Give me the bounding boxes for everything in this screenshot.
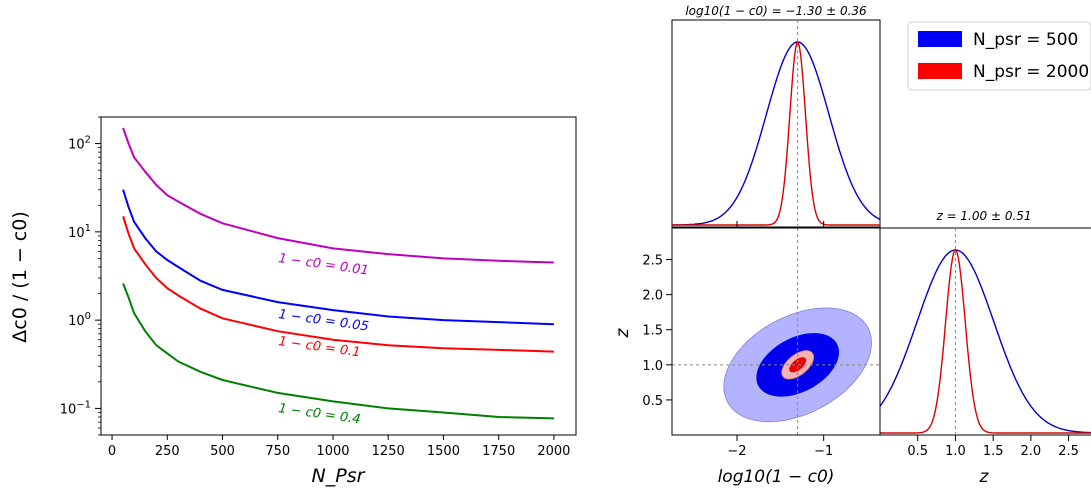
series-label-0.4: 1 − c0 = 0.4 [277,401,361,427]
legend-swatch-2000 [918,63,962,79]
series-label-0.05: 1 − c0 = 0.05 [277,307,369,335]
left-xtick-label: 2000 [537,444,570,459]
corner-bl-y-label: z [613,327,633,338]
contour-3 [789,357,807,373]
legend-label-2000: N_psr = 2000 [973,62,1089,82]
bl-ytick-label: 1.5 [642,324,663,339]
left-x-axis-label: N_Psr [312,465,366,487]
left-xtick-label: 500 [210,444,235,459]
br-xtick-label: 1.0 [945,444,966,459]
left-xtick-label: 250 [155,444,180,459]
left-xtick-label: 1500 [427,444,460,459]
legend-label-500: N_psr = 500 [973,30,1078,50]
posterior-curve-1 [672,41,880,226]
left-y-axis-label: Δc0 / (1 − c0) [9,211,31,342]
series-line-2 [122,216,554,353]
bl-xtick-label: −1 [814,444,833,459]
left-ytick-label: 101 [68,223,91,241]
series-line-3 [122,283,554,420]
left-xtick-label: 0 [108,444,116,459]
br-xtick-label: 0.5 [907,444,928,459]
corner-br-x-label: z [979,467,990,487]
left-xtick-label: 750 [265,444,290,459]
corner-top-left-panel: log10(1 − c0) = −1.30 ± 0.36 [671,4,881,228]
posterior-curve-0 [672,41,881,226]
corner-tl-frame [671,19,881,228]
left-xtick-label: 1750 [482,444,515,459]
corner-tl-title: log10(1 − c0) = −1.30 ± 0.36 [685,4,867,18]
left-chart: 0 250 500 750 1000 1250 1500 1750 2000 10−1 100 10… [9,116,577,487]
corner-bottom-left-panel: −2 −1 0.5 1.0 1.5 2.0 2.5 log10(1 − c0) z [613,227,881,487]
corner-br-title: z = 1.00 ± 0.51 [935,209,1031,223]
corner-bottom-right-panel: 0.5 1.0 1.5 2.0 2.5 z = 1.00 ± 0.51 z [879,209,1091,487]
left-ytick-label: 10−1 [60,399,91,417]
corner-bl-x-label: log10(1 − c0) [718,467,835,487]
legend: N_psr = 500 N_psr = 2000 [907,21,1091,91]
left-xtick-label: 1000 [316,444,349,459]
br-xtick-label: 2.0 [1021,444,1042,459]
bl-ytick-label: 1.0 [642,359,663,374]
br-xtick-label: 2.5 [1058,444,1079,459]
left-ytick-label: 100 [68,311,91,329]
corner-bl-frame [671,227,881,436]
legend-swatch-500 [918,31,962,47]
left-xtick-label: 1250 [372,444,405,459]
bl-ytick-label: 2.0 [642,289,663,304]
posterior-curve-0 [879,249,1091,434]
series-line-1 [122,189,554,326]
bl-ytick-label: 2.5 [642,254,663,269]
left-ytick-label: 102 [68,135,91,153]
series-label-0.01: 1 − c0 = 0.01 [277,251,369,279]
posterior-curve-1 [880,248,1091,434]
bl-ytick-label: 0.5 [642,394,663,409]
br-xtick-label: 1.5 [983,444,1004,459]
bl-xtick-label: −2 [727,444,746,459]
corner-br-frame [879,227,1091,436]
series-line-0 [122,127,554,264]
left-plot-frame [100,116,577,436]
